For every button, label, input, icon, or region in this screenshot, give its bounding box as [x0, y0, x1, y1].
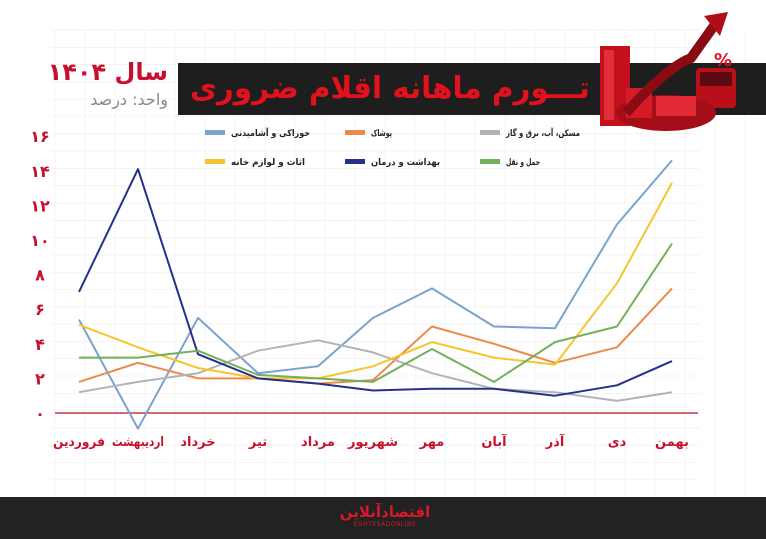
y-tick-label: ۰	[35, 404, 45, 423]
chart-title: تـــورم ماهانه اقلام ضروری	[190, 71, 590, 106]
y-tick-label: ۸	[35, 266, 45, 285]
legend-swatch	[205, 159, 225, 164]
series-line	[78, 159, 673, 430]
y-tick-label: ۱۰	[30, 231, 50, 250]
legend-label: مسکن، آب، برق و گاز	[505, 127, 580, 139]
legend-swatch	[480, 159, 500, 164]
legend-label: حمل و نقل	[506, 158, 540, 168]
footer-bar	[0, 497, 766, 539]
y-tick-label: ۴	[35, 335, 45, 354]
series-line	[78, 287, 673, 385]
legend-label: بهداشت و درمان	[371, 158, 440, 168]
x-tick-label: آبان	[481, 433, 507, 450]
x-tick-label: فروردین	[53, 435, 105, 450]
year-label: سال ۱۴۰۴	[47, 58, 168, 86]
y-tick-label: ۱۴	[30, 162, 50, 181]
logo-text: اقتصادآنلاین	[339, 503, 431, 521]
legend-swatch	[205, 130, 225, 135]
x-tick-label: خرداد	[180, 435, 215, 450]
x-tick-label: آذر	[545, 433, 565, 450]
svg-text:%: %	[714, 50, 732, 71]
eghtesadonline-logo: اقتصادآنلاین EGHTESADONLINE	[330, 503, 440, 529]
chart-title-container: تـــورم ماهانه اقلام ضروری	[190, 64, 590, 114]
unit-label: واحد: درصد	[90, 90, 168, 109]
legend-swatch	[345, 159, 365, 164]
series-line	[78, 339, 673, 402]
legend-swatch	[345, 130, 365, 135]
inflation-products-illustration-icon: %	[600, 12, 736, 131]
y-tick-label: ۲	[35, 369, 45, 388]
legend-swatch	[480, 130, 500, 135]
x-tick-label: بهمن	[655, 435, 689, 450]
legend-label: اثاث و لوازم خانه	[231, 158, 305, 168]
y-tick-label: ۶	[35, 300, 45, 319]
x-tick-label: شهریور	[347, 435, 398, 450]
x-tick-label: مرداد	[301, 435, 335, 450]
x-tick-label: تیر	[248, 435, 267, 450]
logo-subtext: EGHTESADONLINE	[353, 521, 417, 528]
x-tick-label: دی	[608, 435, 627, 450]
legend-label: خوراکی و آشامیدنی	[231, 127, 310, 139]
x-tick-label: اردیبهشت	[112, 435, 164, 450]
legend-label: پوشاک	[371, 129, 392, 139]
series-line	[78, 168, 673, 397]
y-tick-label: ۱۶	[30, 127, 50, 146]
series-line	[79, 242, 673, 383]
y-tick-label: ۱۲	[30, 196, 50, 215]
x-tick-label: مهر	[419, 435, 445, 450]
